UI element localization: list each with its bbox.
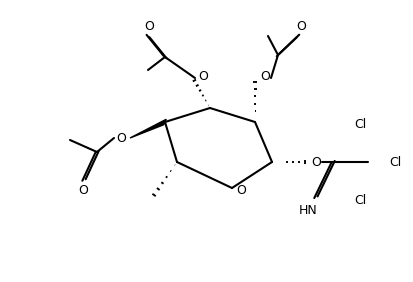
Text: Cl: Cl — [354, 118, 366, 131]
Text: Cl: Cl — [389, 155, 401, 169]
Text: O: O — [311, 155, 321, 169]
Polygon shape — [130, 119, 166, 138]
Text: HN: HN — [299, 204, 317, 217]
Text: O: O — [296, 21, 306, 34]
Text: Cl: Cl — [354, 193, 366, 206]
Text: O: O — [78, 184, 88, 197]
Text: O: O — [198, 69, 208, 83]
Text: O: O — [260, 69, 270, 83]
Text: O: O — [236, 184, 246, 197]
Text: O: O — [116, 133, 126, 146]
Text: O: O — [144, 21, 154, 34]
